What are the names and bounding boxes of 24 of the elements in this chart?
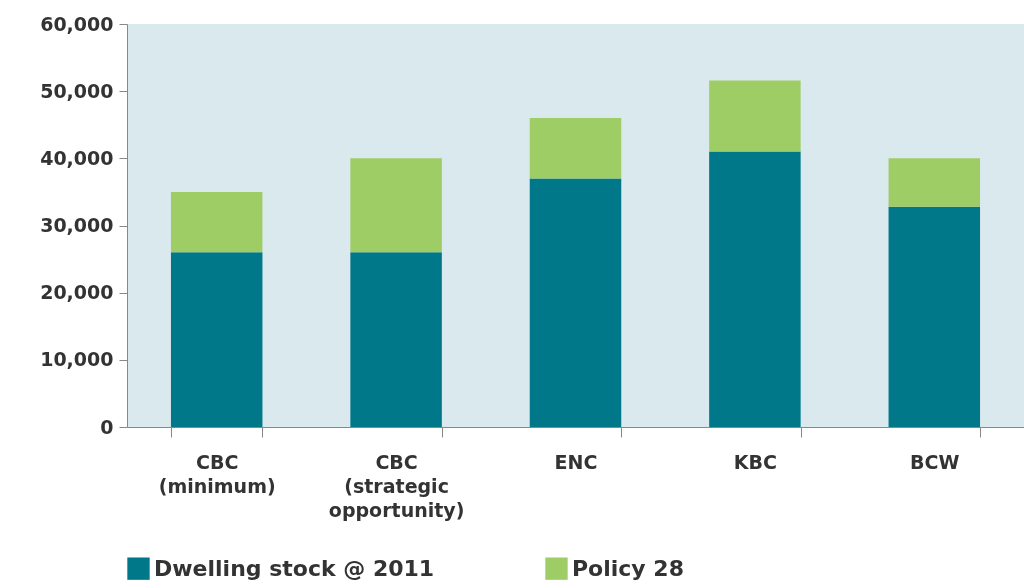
y-tick-label: 10,000	[40, 348, 114, 371]
y-tick-label: 30,000	[40, 214, 114, 236]
y-tick-label: 0	[100, 415, 114, 438]
bar	[170, 252, 263, 427]
bar	[529, 118, 622, 179]
bar	[350, 158, 442, 253]
legend-label: Dwelling stock @ 2011	[154, 555, 435, 581]
y-tick-label: 60,000	[40, 12, 114, 35]
x-tick-label: CBC (strategic opportunity)	[328, 450, 465, 521]
x-tick-label: CBC (minimum)	[158, 450, 276, 497]
x-tick-label: BCW	[910, 450, 960, 473]
bar	[170, 191, 263, 253]
x-tick-label: ENC	[554, 450, 598, 473]
legend-label: Policy 28	[572, 555, 684, 581]
bar	[888, 158, 981, 207]
y-tick-label: 20,000	[40, 281, 114, 304]
bar	[350, 252, 442, 427]
y-tick-label: 40,000	[40, 146, 114, 169]
y-tick-label: 50,000	[40, 79, 114, 102]
bar	[529, 178, 622, 427]
bar	[888, 206, 981, 427]
bar	[709, 151, 801, 427]
bar	[709, 80, 801, 152]
x-tick-label: KBC	[733, 450, 777, 473]
